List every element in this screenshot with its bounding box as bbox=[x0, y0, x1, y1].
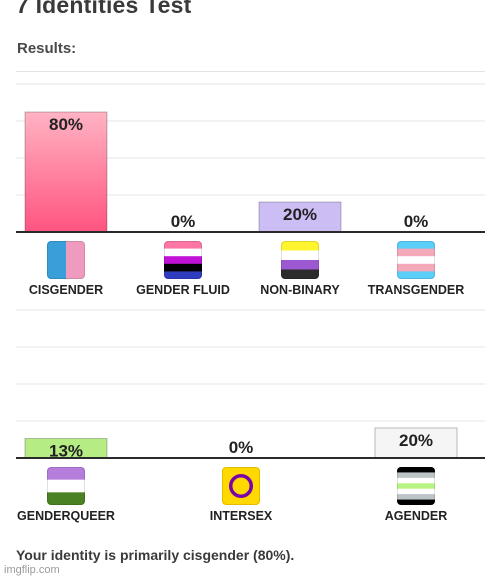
value-label: 80% bbox=[49, 115, 83, 134]
results-chart-bottom: 13% GENDERQUEER 0% INTERSEX 20% AGENDER bbox=[16, 309, 485, 523]
value-label: 0% bbox=[171, 212, 196, 231]
category-label: GENDER FLUID bbox=[136, 283, 230, 297]
value-label: 0% bbox=[404, 212, 429, 231]
value-label: 13% bbox=[49, 442, 83, 461]
cisgender-flag-icon bbox=[47, 241, 85, 279]
category-label: CISGENDER bbox=[29, 283, 103, 297]
gender-fluid-flag-icon bbox=[164, 241, 202, 279]
watermark: imgflip.com bbox=[4, 564, 60, 576]
value-label: 0% bbox=[229, 438, 254, 457]
page-title: 7 Identities Test bbox=[16, 0, 192, 18]
result-summary: Your identity is primarily cisgender (80… bbox=[16, 547, 295, 563]
non-binary-flag-icon bbox=[281, 241, 319, 279]
results-chart-top: 80% CISGENDER 0% GENDER FLUID 20% NON-BINARY 0… bbox=[16, 83, 485, 297]
value-label: 20% bbox=[283, 205, 317, 224]
intersex-flag-icon bbox=[222, 467, 260, 505]
bar-cisgender bbox=[24, 111, 108, 233]
category-label: TRANSGENDER bbox=[368, 283, 465, 297]
category-label: AGENDER bbox=[385, 509, 448, 523]
results-heading: Results: bbox=[17, 40, 77, 57]
category-label: INTERSEX bbox=[210, 509, 273, 523]
category-label: GENDERQUEER bbox=[17, 509, 115, 523]
agender-flag-icon bbox=[397, 467, 435, 505]
category-label: NON-BINARY bbox=[260, 283, 340, 297]
genderqueer-flag-icon bbox=[47, 467, 85, 505]
transgender-flag-icon bbox=[397, 241, 435, 279]
bar-agender bbox=[374, 427, 458, 459]
value-label: 20% bbox=[399, 431, 433, 450]
header-divider bbox=[16, 71, 485, 72]
